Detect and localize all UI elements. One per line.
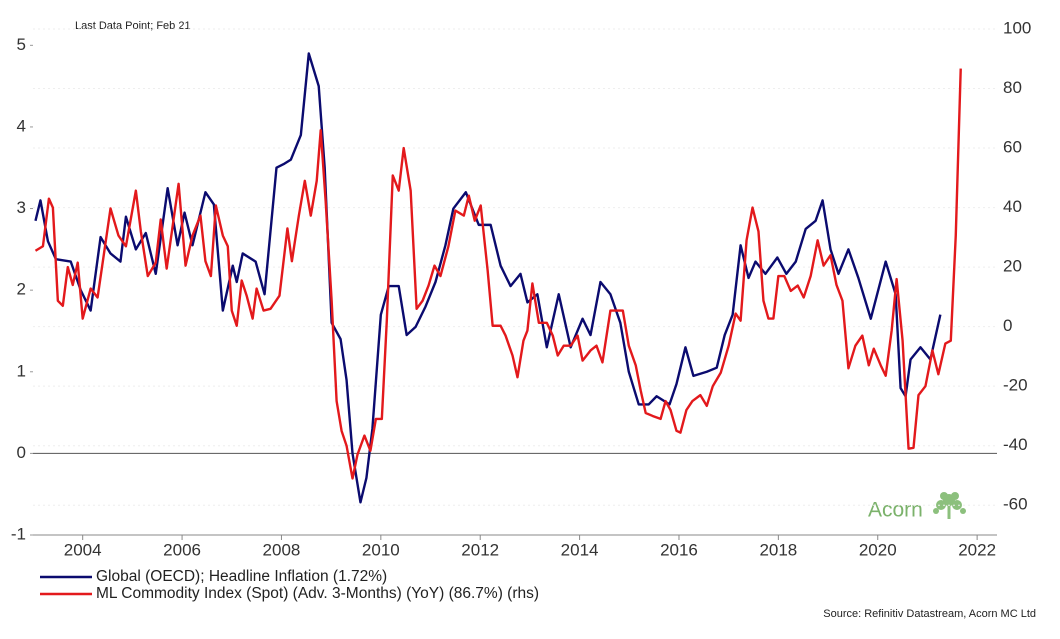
x-tick-label: 2014 — [561, 540, 599, 559]
y2-tick-label: 60 — [1003, 138, 1022, 157]
legend-label: ML Commodity Index (Spot) (Adv. 3-Months… — [96, 585, 539, 602]
y2-tick-label: 0 — [1003, 316, 1012, 335]
x-tick-label: 2006 — [163, 540, 201, 559]
y-tick-label: 2 — [17, 280, 26, 299]
x-tick-label: 2018 — [759, 540, 797, 559]
y-tick-label: 3 — [17, 198, 26, 217]
logo-tree — [933, 492, 966, 519]
y2-tick-label: 100 — [1003, 18, 1031, 37]
x-tick-label: 2012 — [461, 540, 499, 559]
y-tick-label: 1 — [17, 361, 26, 380]
x-tick-label: 2004 — [64, 540, 102, 559]
legend-label: Global (OECD); Headline Inflation (1.72%… — [96, 568, 387, 585]
y2-tick-label: -20 — [1003, 376, 1028, 395]
y2-tick-label: -60 — [1003, 495, 1028, 514]
x-tick-label: 2016 — [660, 540, 698, 559]
x-tick-label: 2010 — [362, 540, 400, 559]
x-tick-label: 2020 — [859, 540, 897, 559]
x-tick-label: 2022 — [958, 540, 996, 559]
y2-tick-label: -40 — [1003, 435, 1028, 454]
y2-tick-label: 20 — [1003, 257, 1022, 276]
logo: Acorn — [868, 492, 966, 522]
y2-tick-label: 80 — [1003, 78, 1022, 97]
y-tick-label: 4 — [17, 116, 26, 135]
source: Source: Refinitiv Datastream, Acorn MC L… — [823, 608, 1036, 620]
y-tick-label: -1 — [11, 524, 26, 543]
y-tick-label: 5 — [17, 35, 26, 54]
y-tick-label: 0 — [17, 443, 26, 462]
x-tick-label: 2008 — [263, 540, 301, 559]
series-line — [34, 68, 962, 480]
y2-tick-label: 40 — [1003, 197, 1022, 216]
subtitle: Last Data Point; Feb 21 — [75, 20, 191, 32]
logo-text: Acorn — [868, 499, 923, 522]
